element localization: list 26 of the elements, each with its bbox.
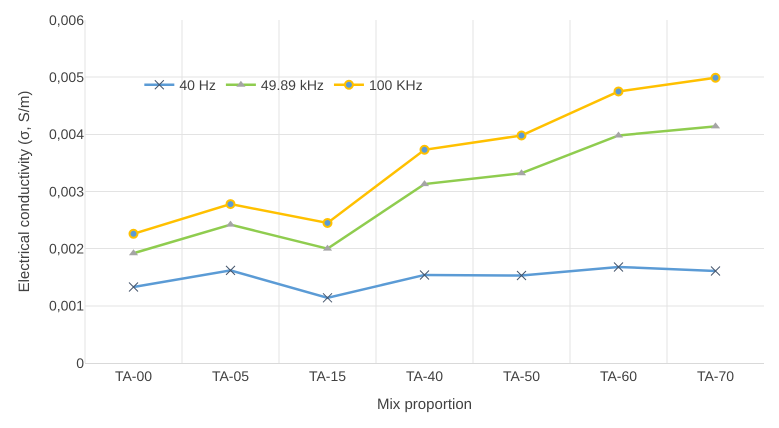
x-tick-label: TA-15: [308, 368, 346, 384]
legend-label: 100 KHz: [368, 77, 423, 94]
y-tick-label: 0,006: [48, 12, 84, 28]
point: [516, 130, 526, 140]
x-tick-label: TA-05: [212, 368, 250, 384]
legend-label: 49.89 kHz: [260, 77, 324, 94]
y-tick-label: 0: [76, 354, 84, 371]
y-tick-label: 0,002: [48, 240, 84, 257]
point: [614, 86, 624, 96]
x-tick-label: TA-00: [114, 368, 152, 384]
y-tick-label: 0,004: [48, 126, 84, 142]
point: [128, 228, 138, 239]
legend-label: 40 Hz: [179, 77, 216, 94]
x-tick-label: TA-40: [406, 368, 444, 384]
point: [322, 218, 332, 228]
x-tick-label: TA-60: [600, 368, 638, 384]
point: [226, 199, 236, 210]
y-axis-title: Electrical conductivity (σ, S/m): [16, 90, 34, 292]
y-tick-label: 0,005: [48, 69, 84, 86]
y-tick-label: 0,003: [48, 183, 84, 200]
point: [420, 144, 430, 155]
x-axis-title: Mix proportion: [376, 396, 472, 413]
x-tick-label: TA-70: [696, 368, 734, 384]
y-tick-label: 0,001: [48, 298, 84, 314]
x-tick-label: TA-50: [502, 368, 540, 384]
point: [710, 72, 720, 83]
